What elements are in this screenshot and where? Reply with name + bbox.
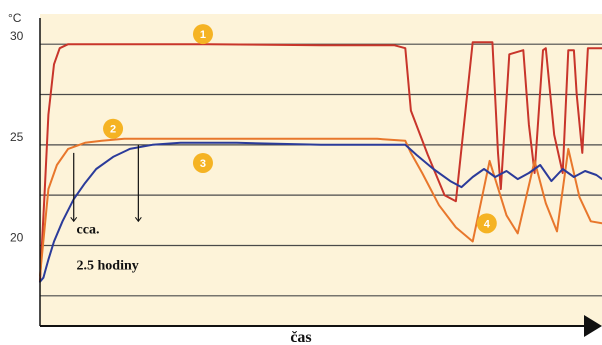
series-badge-2: 2 bbox=[103, 118, 124, 139]
badge-label: 2 bbox=[110, 124, 116, 136]
badge-circle bbox=[103, 118, 124, 139]
series-group bbox=[39, 41, 602, 283]
badge-label: 1 bbox=[200, 29, 206, 41]
y-tick-label: 25 bbox=[10, 130, 24, 144]
badge-circle bbox=[192, 152, 213, 173]
y-axis-label: °C bbox=[8, 11, 22, 25]
series-line-1 bbox=[39, 41, 602, 283]
plot-area bbox=[40, 14, 602, 326]
series-line-3 bbox=[39, 141, 602, 283]
duration-marker-tip bbox=[70, 217, 78, 223]
annotations: cca. 2.5 hodiny bbox=[77, 222, 139, 273]
series-badge-1: 1 bbox=[192, 24, 213, 45]
y-tick-label: 30 bbox=[10, 29, 24, 43]
series-line-2 bbox=[39, 137, 602, 277]
badge-circle bbox=[192, 24, 213, 45]
duration-markers bbox=[70, 144, 142, 223]
badge-label: 3 bbox=[200, 158, 206, 170]
x-axis-label: čas bbox=[290, 329, 311, 345]
duration-marker-tip bbox=[134, 217, 142, 223]
annotation-1: cca. bbox=[77, 222, 100, 237]
y-tick-labels: 20 25 30 bbox=[10, 29, 24, 244]
annotation-2: 2.5 hodiny bbox=[77, 259, 139, 274]
series-badge-3: 3 bbox=[192, 152, 213, 173]
series-badges: 1 2 3 4 bbox=[103, 24, 497, 234]
y-tick-label: 20 bbox=[10, 230, 24, 244]
badge-label: 4 bbox=[484, 218, 491, 230]
series-badge-4: 4 bbox=[476, 213, 497, 234]
badge-circle bbox=[476, 213, 497, 234]
x-axis-arrow-icon bbox=[584, 315, 602, 337]
